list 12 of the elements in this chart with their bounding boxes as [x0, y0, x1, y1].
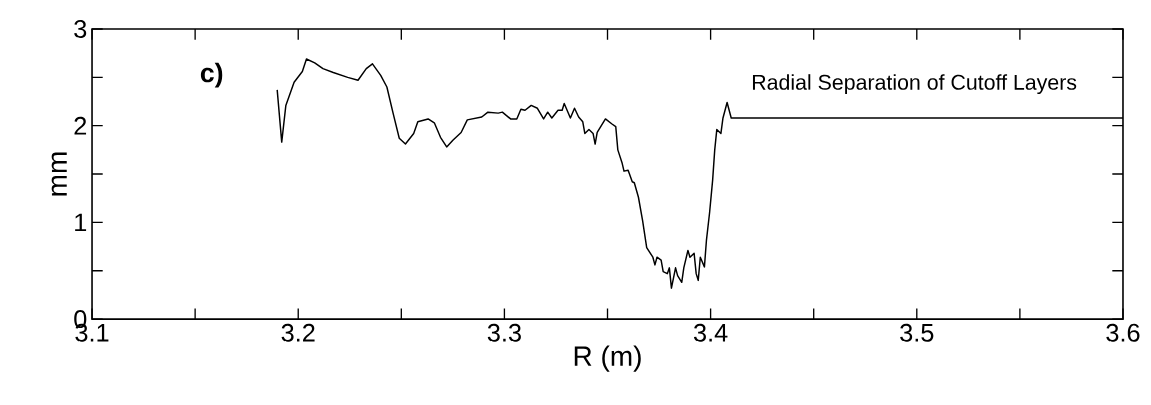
y-tick-label: 3 [74, 19, 87, 38]
x-axis-title: R (m) [574, 345, 641, 372]
x-tick-label: 3.5 [900, 323, 934, 342]
y-axis-title: mm [51, 152, 67, 196]
y-tick-label: 2 [74, 116, 87, 135]
x-tick-label: 3.6 [1106, 323, 1140, 342]
x-tick-label: 3.3 [487, 323, 521, 342]
x-tick-label: 3.2 [281, 323, 315, 342]
x-tick-label: 3.4 [693, 323, 728, 342]
y-tick-label: 1 [75, 213, 87, 231]
annotation: Radial Separation of Cutoff Layers [752, 73, 1077, 94]
annotation: c) [200, 62, 223, 88]
